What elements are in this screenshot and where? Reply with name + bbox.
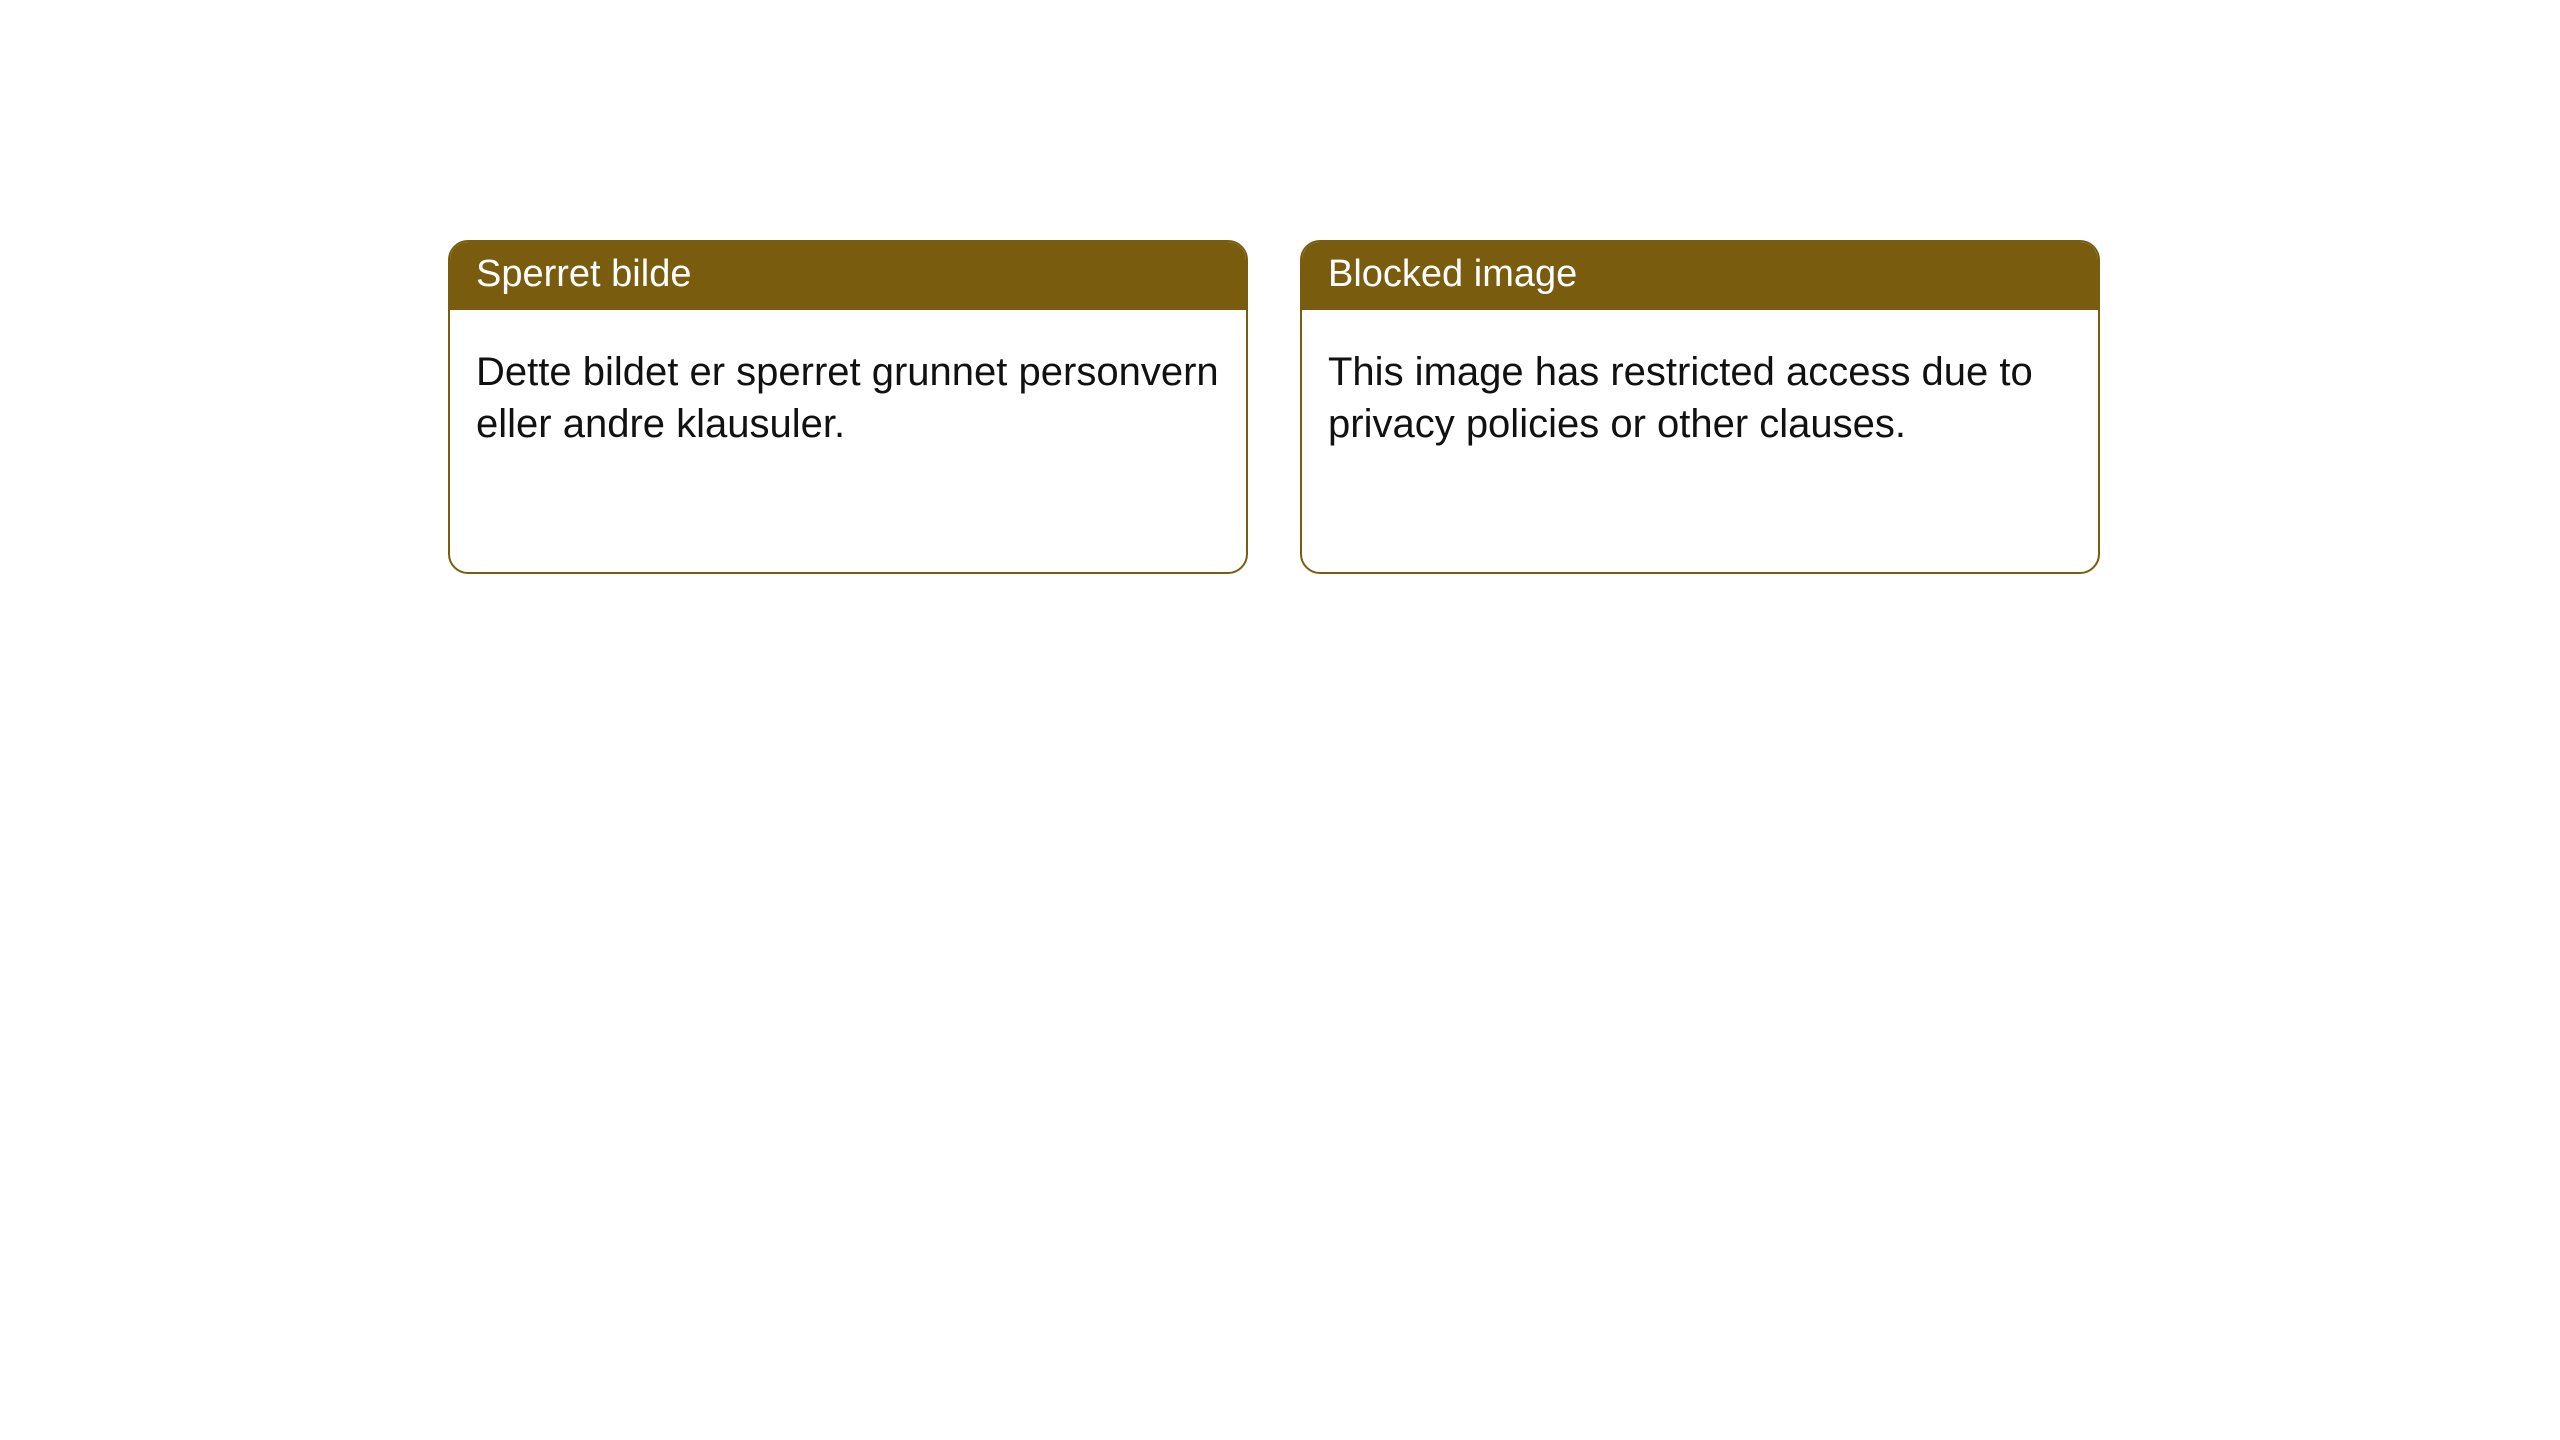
notice-card-body: Dette bildet er sperret grunnet personve… (450, 310, 1246, 572)
notice-cards-row: Sperret bilde Dette bildet er sperret gr… (448, 240, 2100, 574)
notice-card-norwegian: Sperret bilde Dette bildet er sperret gr… (448, 240, 1248, 574)
notice-card-english: Blocked image This image has restricted … (1300, 240, 2100, 574)
page-root: Sperret bilde Dette bildet er sperret gr… (0, 0, 2560, 1440)
notice-card-body: This image has restricted access due to … (1302, 310, 2098, 572)
notice-card-title: Sperret bilde (450, 242, 1246, 310)
notice-card-title: Blocked image (1302, 242, 2098, 310)
